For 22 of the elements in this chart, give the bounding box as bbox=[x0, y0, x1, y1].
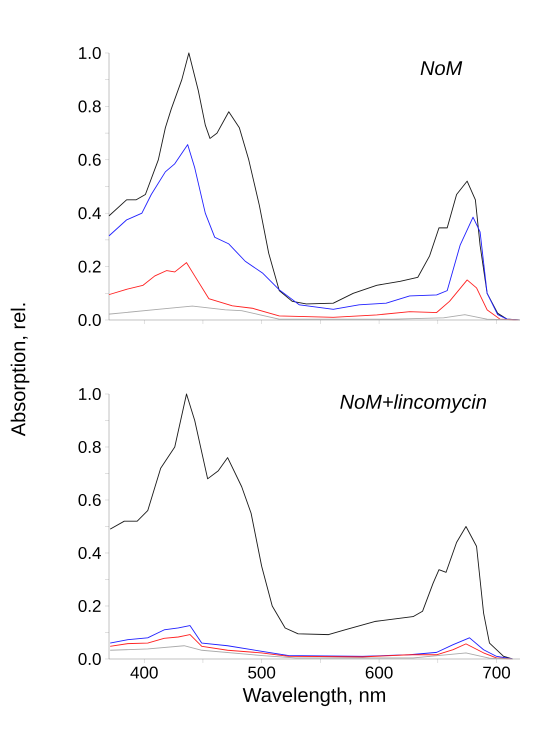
y-tick-label: 0.4 bbox=[78, 546, 101, 560]
y-axis-title: Absorption, rel. bbox=[10, 304, 30, 436]
annotation: NoM bbox=[420, 61, 462, 76]
annotation: NoM+lincomycin bbox=[340, 394, 486, 413]
line-series bbox=[110, 625, 514, 660]
x-tick-label: 400 bbox=[130, 666, 158, 679]
x-tick-label: 700 bbox=[483, 666, 510, 679]
y-tick-label: 0.6 bbox=[78, 154, 101, 166]
line-series bbox=[110, 645, 514, 660]
y-tick-label: 0.0 bbox=[78, 652, 101, 666]
x-axis-title: Wavelength, nm bbox=[242, 687, 386, 706]
x-tick-label: 500 bbox=[248, 666, 276, 679]
y-tick-label: 0.8 bbox=[78, 100, 101, 112]
y-tick-label: 1.0 bbox=[79, 388, 101, 400]
y-tick-label: 0.2 bbox=[78, 600, 101, 612]
y-tick-label: 1.0 bbox=[79, 46, 101, 60]
y-tick-label: 0.4 bbox=[78, 207, 101, 220]
x-tick-label: 600 bbox=[366, 666, 393, 679]
y-tick-label: 0.6 bbox=[78, 494, 101, 506]
y-tick-label: 0.0 bbox=[78, 314, 101, 326]
y-tick-label: 0.2 bbox=[78, 260, 101, 273]
y-tick-label: 0.8 bbox=[78, 440, 101, 454]
